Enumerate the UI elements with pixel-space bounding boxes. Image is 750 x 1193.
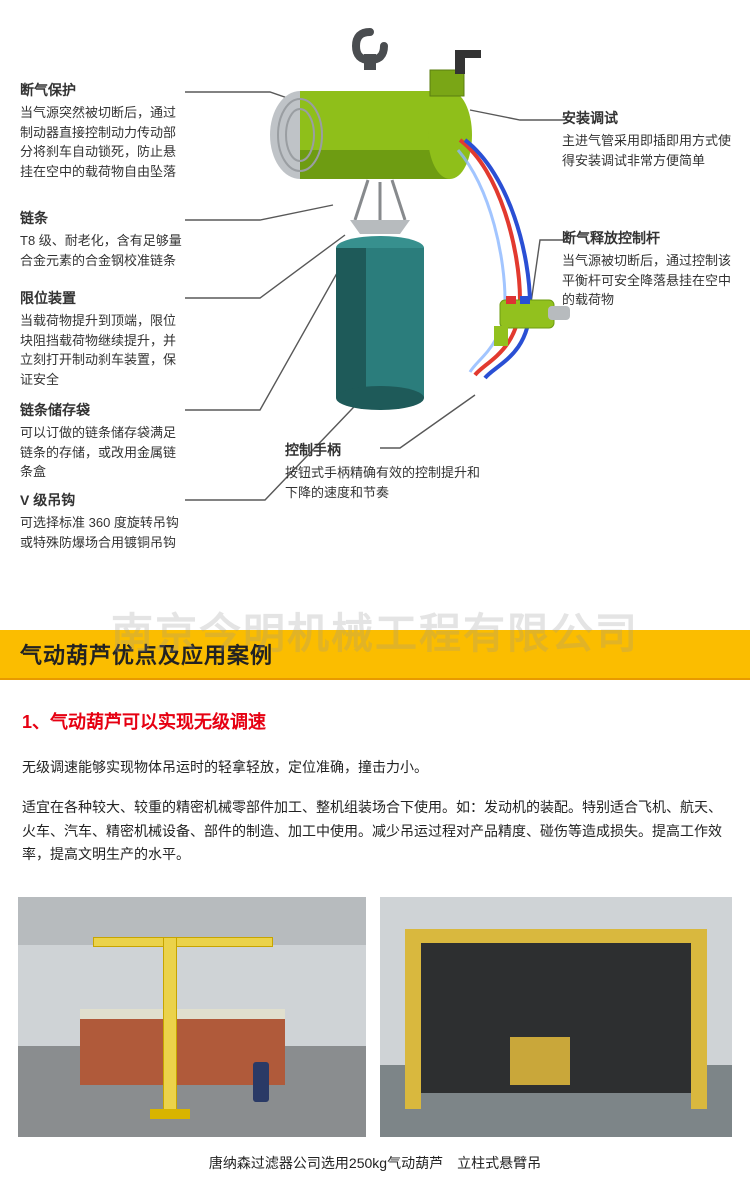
anno-limit: 限位装置 当载荷物提升到顶端，限位块阻挡载荷物继续提升，并立刻打开制动刹车装置，… [20,288,185,389]
body-section: 1、气动葫芦可以实现无级调速 无级调速能够实现物体吊运时的轻拿轻放，定位准确，撞… [0,680,750,893]
paragraph-2: 适宜在各种较大、较重的精密机械零部件加工、整机组装场合下使用。如：发动机的装配。… [22,796,728,867]
photo-caption: 唐纳森过滤器公司选用250kg气动葫芦 立柱式悬臂吊 [0,1137,750,1193]
section-bar: 气动葫芦优点及应用案例 [0,630,750,680]
paragraph-1: 无级调速能够实现物体吊运时的轻拿轻放，定位准确，撞击力小。 [22,756,728,780]
anno-chain: 链条 T8 级、耐老化，含有足够量合金元素的合金钢校准链条 [20,208,185,270]
anno-desc: 当气源突然被切断后，通过制动器直接控制动力传动部分将刹车自动锁死，防止悬挂在空中… [20,103,185,181]
case-photo-jib-crane [18,897,366,1137]
case-photo-gantry [380,897,732,1137]
anno-release-lever: 断气释放控制杆 当气源被切断后，通过控制该平衡杆可安全降落悬挂在空中的载荷物 [562,228,732,310]
section-title: 气动葫芦优点及应用案例 [20,638,730,670]
anno-title: 断气保护 [20,80,185,101]
anno-hook: V 级吊钩 可选择标准 360 度旋转吊钩或特殊防爆场合用镀铜吊钩 [20,490,185,552]
anno-install: 安装调试 主进气管采用即插即用方式使得安装调试非常方便简单 [562,108,732,170]
anno-control-handle: 控制手柄 按钮式手柄精确有效的控制提升和下降的速度和节奏 [285,440,485,502]
anno-chain-bag: 链条储存袋 可以订做的链条储存袋满足链条的存储，或改用金属链条盒 [20,400,185,482]
photo-row [0,893,750,1137]
anno-break-protection: 断气保护 当气源突然被切断后，通过制动器直接控制动力传动部分将刹车自动锁死，防止… [20,80,185,181]
product-diagram: 断气保护 当气源突然被切断后，通过制动器直接控制动力传动部分将刹车自动锁死，防止… [0,0,750,630]
subhead-1: 1、气动葫芦可以实现无级调速 [22,708,728,734]
